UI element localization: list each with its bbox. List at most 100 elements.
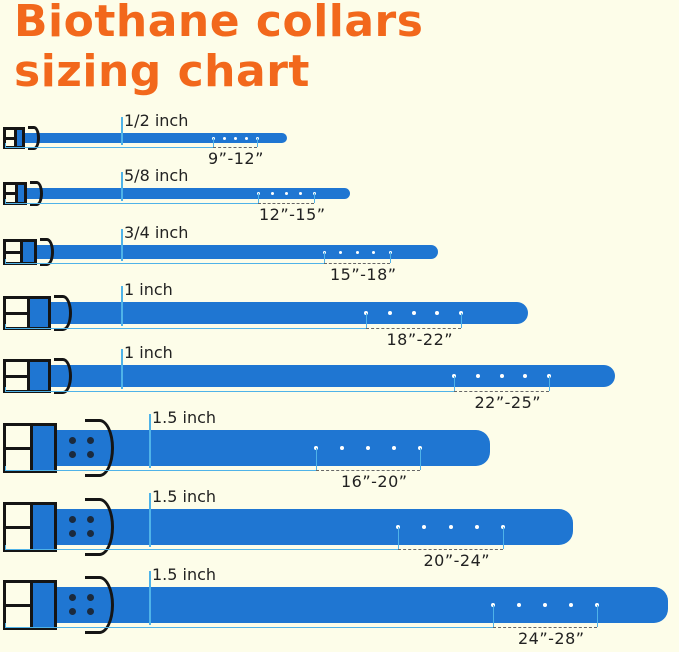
width-label: 1.5 inch <box>152 487 217 506</box>
length-baseline <box>5 328 366 329</box>
length-baseline <box>5 202 258 204</box>
strap-hole <box>233 136 237 140</box>
width-label: 1.5 inch <box>152 565 217 584</box>
size-range-label: 24”-28” <box>518 629 585 648</box>
keeper-loop <box>27 359 51 393</box>
rivet <box>87 608 94 615</box>
length-baseline <box>5 549 398 550</box>
range-end-tick <box>257 138 258 147</box>
width-label: 1 inch <box>124 280 173 299</box>
size-range-label: 22”-25” <box>474 393 542 412</box>
size-range-label: 16”-20” <box>341 472 408 491</box>
strap-hole <box>474 525 479 529</box>
buckle-bar <box>6 374 30 378</box>
baseline-end <box>5 387 6 392</box>
buckle-bar <box>6 250 22 254</box>
strap-hole <box>355 250 359 254</box>
collar-strap <box>42 365 615 387</box>
strap-hole <box>569 603 573 607</box>
d-ring-icon <box>85 419 114 477</box>
baseline-end <box>5 324 6 329</box>
d-ring-icon <box>54 295 72 331</box>
buckle-bar <box>6 525 33 529</box>
d-ring-icon <box>40 238 54 266</box>
d-ring-icon <box>30 180 43 206</box>
range-end-tick <box>461 313 462 328</box>
baseline-end <box>5 545 6 550</box>
length-baseline <box>5 391 454 392</box>
width-marker <box>121 171 123 201</box>
range-start-tick <box>454 376 455 391</box>
range-end-tick <box>503 527 504 549</box>
rivet <box>69 451 76 458</box>
range-dashed-line <box>324 263 390 264</box>
buckle-bar <box>6 603 33 607</box>
rivet <box>87 437 94 444</box>
range-dashed-line <box>213 147 257 148</box>
length-baseline <box>5 470 316 471</box>
rivet <box>87 516 94 523</box>
buckle-bar <box>6 311 30 315</box>
strap-hole <box>523 374 528 378</box>
width-label: 1 inch <box>124 343 173 362</box>
strap-hole <box>372 250 375 254</box>
collar-strap <box>48 430 490 466</box>
baseline-end <box>5 623 6 628</box>
collar-strap <box>42 302 528 324</box>
collar-strap <box>28 245 438 259</box>
range-dashed-line <box>493 627 597 628</box>
range-end-tick <box>420 448 421 470</box>
d-ring-icon <box>85 576 114 634</box>
keeper-loop <box>27 296 51 330</box>
strap-hole <box>222 136 226 140</box>
range-start-tick <box>213 138 214 147</box>
strap-hole <box>298 191 302 195</box>
d-ring-icon <box>54 358 72 394</box>
strap-hole <box>270 191 274 195</box>
width-label: 1/2 inch <box>124 111 189 130</box>
title-line-2: sizing chart <box>14 46 310 97</box>
size-range-label: 15”-18” <box>330 265 397 284</box>
size-range-label: 12”-15” <box>259 204 326 224</box>
collar-strap <box>16 133 287 143</box>
rivet <box>69 516 76 523</box>
strap-hole <box>543 603 547 607</box>
keeper-loop <box>30 502 57 552</box>
range-dashed-line <box>316 470 420 471</box>
d-ring-icon <box>28 126 40 150</box>
range-end-tick <box>549 376 550 391</box>
length-baseline <box>5 147 213 148</box>
width-marker <box>121 229 123 261</box>
range-dashed-line <box>398 549 503 550</box>
baseline-end <box>5 143 6 148</box>
range-dashed-line <box>258 202 314 204</box>
keeper-loop <box>20 239 37 265</box>
d-ring-icon <box>85 498 114 556</box>
rivet <box>87 530 94 537</box>
width-label: 1.5 inch <box>152 408 217 427</box>
keeper-loop <box>30 423 57 473</box>
width-marker <box>121 349 123 389</box>
collar-strap <box>18 187 350 199</box>
title-line-1: Biothane collars <box>14 0 424 47</box>
range-end-tick <box>314 193 315 203</box>
rivet <box>69 608 76 615</box>
width-label: 5/8 inch <box>124 165 189 185</box>
range-end-tick <box>597 605 598 627</box>
strap-hole <box>392 446 396 450</box>
strap-hole <box>284 191 288 195</box>
width-marker <box>149 493 151 547</box>
strap-hole <box>244 136 248 140</box>
buckle-bar <box>6 191 16 195</box>
strap-hole <box>475 374 480 378</box>
range-start-tick <box>316 448 317 470</box>
width-marker <box>121 286 123 326</box>
strap-hole <box>517 603 521 607</box>
length-baseline <box>5 627 493 628</box>
rivet <box>87 451 94 458</box>
keeper-loop <box>14 127 25 149</box>
baseline-end <box>5 198 6 204</box>
range-dashed-line <box>454 391 549 392</box>
strap-hole <box>448 525 453 529</box>
width-marker <box>149 414 151 468</box>
